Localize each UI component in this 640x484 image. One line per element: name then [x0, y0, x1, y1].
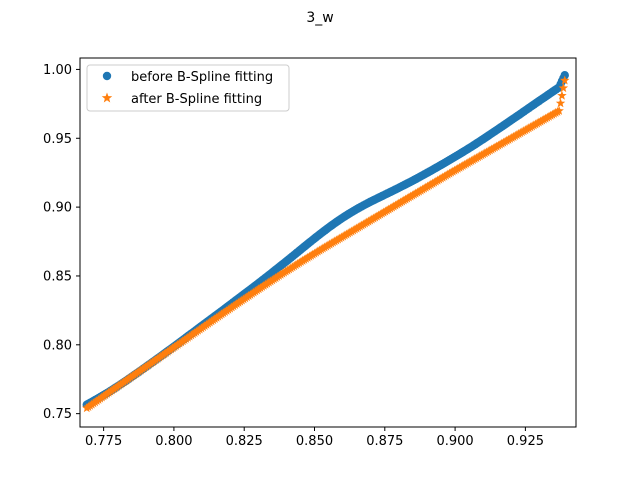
series-after-group: [81, 75, 570, 413]
x-tick-label: 0.825: [226, 434, 263, 449]
legend-frame: [86, 64, 290, 112]
legend: before B-Spline fitting after B-Spline f…: [86, 64, 290, 112]
y-tick-label: 0.90: [43, 201, 72, 216]
legend-after-label: after B-Spline fitting: [131, 92, 262, 107]
x-tick-label: 0.775: [85, 434, 122, 449]
y-tick-label: 0.80: [43, 338, 72, 353]
legend-before-label: before B-Spline fitting: [131, 70, 273, 85]
x-axis: 0.775 0.800 0.825 0.850 0.875 0.900 0.925: [85, 427, 544, 449]
legend-after-marker: [101, 92, 113, 103]
after-point: [557, 90, 567, 100]
plot-area: [79, 57, 577, 428]
x-tick-label: 0.875: [366, 434, 403, 449]
x-tick-label: 0.850: [296, 434, 333, 449]
y-tick-label: 0.85: [43, 269, 72, 284]
after-point: [558, 83, 569, 93]
y-tick-label: 0.75: [43, 407, 72, 422]
x-tick-label: 0.925: [507, 434, 544, 449]
after-point: [554, 105, 564, 115]
after-point: [560, 75, 570, 85]
plot-frame: [79, 57, 577, 428]
before-point: [560, 71, 569, 80]
legend-before-marker: [102, 71, 112, 81]
x-tick-label: 0.800: [155, 434, 192, 449]
y-tick-label: 1.00: [43, 63, 72, 78]
chart-title: 3_w: [306, 10, 333, 26]
x-tick-label: 0.900: [436, 434, 473, 449]
y-axis: 0.75 0.80 0.85 0.90 0.95 1.00: [43, 63, 80, 422]
y-tick-label: 0.95: [43, 132, 72, 147]
after-point: [555, 98, 566, 108]
